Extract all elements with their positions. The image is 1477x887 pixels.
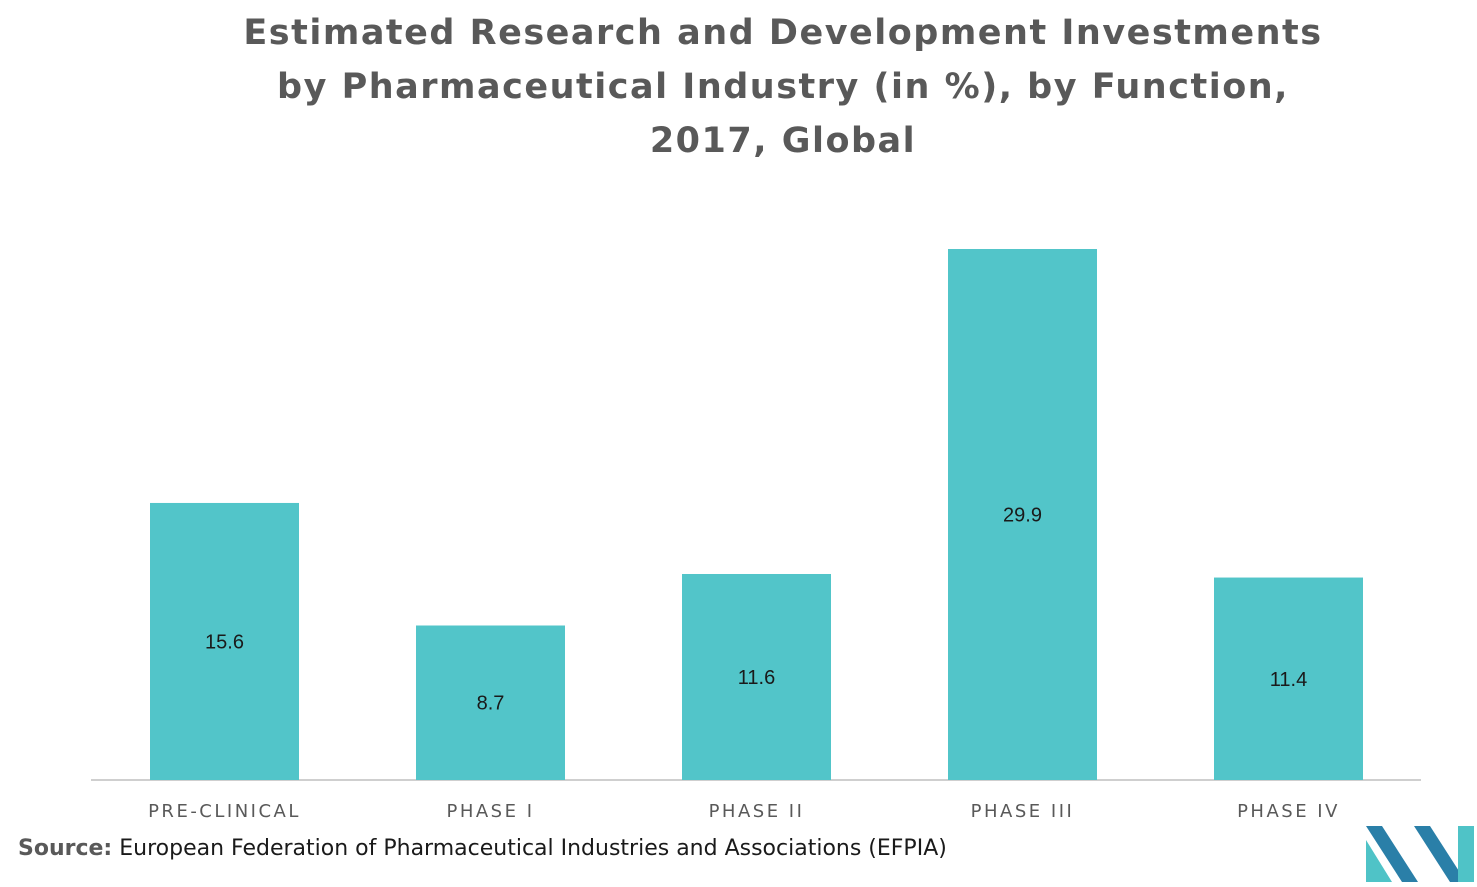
data-label-pre-clinical: 15.6 <box>205 631 244 653</box>
bar-phase-iii <box>948 249 1097 780</box>
bar-phase-iv <box>1214 577 1363 780</box>
source-note: Source: European Federation of Pharmaceu… <box>18 836 947 861</box>
data-label-phase-iii: 29.9 <box>1003 505 1042 527</box>
data-label-phase-ii: 11.6 <box>738 667 775 689</box>
data-label-phase-i: 8.7 <box>477 693 505 715</box>
logo-right-stroke <box>1414 826 1466 882</box>
logo-left-stroke <box>1366 826 1418 882</box>
bar-phase-ii <box>682 573 831 780</box>
chart-title: Estimated Research and Development Inves… <box>243 13 1323 161</box>
source-label: Source: <box>18 836 113 861</box>
source-text: European Federation of Pharmaceutical In… <box>119 836 947 861</box>
logo-right-bar <box>1458 826 1474 882</box>
x-tick-label-phase-iv: PHASE IV <box>1237 801 1340 822</box>
company-logo-icon <box>1366 826 1474 882</box>
bar-phase-i <box>416 625 565 780</box>
x-tick-label-phase-i: PHASE I <box>446 801 534 822</box>
bar-chart: 15.6 8.7 11.6 29.9 11.4 PRE-CLINICAL PHASE I P… <box>91 249 1421 822</box>
x-tick-label-phase-iii: PHASE III <box>971 801 1075 822</box>
x-tick-label-pre-clinical: PRE-CLINICAL <box>148 801 301 822</box>
bar-pre-clinical <box>150 502 299 780</box>
data-label-phase-iv: 11.4 <box>1270 669 1307 691</box>
logo-left-base <box>1366 840 1392 882</box>
x-tick-label-phase-ii: PHASE II <box>709 801 805 822</box>
